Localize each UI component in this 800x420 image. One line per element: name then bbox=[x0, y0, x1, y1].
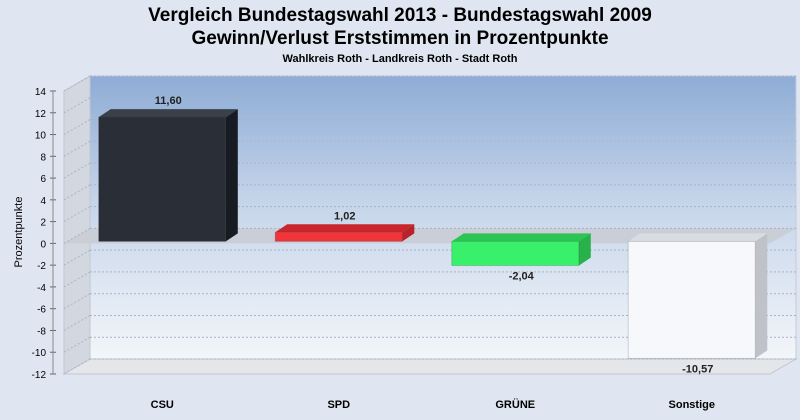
y-axis-label: Prozentpunkte bbox=[13, 197, 25, 268]
grid-line-diagonal bbox=[63, 336, 91, 353]
y-axis-ticks: 14 12 10 8 6 4 2 0 -2 -4 -6 -8 -10 -12 bbox=[32, 87, 56, 381]
category-label: SPD bbox=[327, 399, 350, 411]
y-tick-label: 6 bbox=[40, 174, 46, 185]
y-tick-label: -2 bbox=[37, 261, 46, 272]
grid-line-diagonal bbox=[63, 206, 91, 223]
bar-csu[interactable] bbox=[98, 109, 238, 242]
grid-line-diagonal bbox=[63, 140, 91, 157]
grid-line-diagonal bbox=[63, 184, 91, 201]
bar-grüne[interactable] bbox=[451, 233, 591, 267]
chart-title: Vergleich Bundestagswahl 2013 - Bundesta… bbox=[148, 5, 652, 26]
chart-subtitle: Wahlkreis Roth - Landkreis Roth - Stadt … bbox=[282, 53, 518, 65]
grid-line-diagonal bbox=[63, 358, 91, 375]
bars bbox=[98, 109, 768, 359]
grid-line-diagonal bbox=[63, 227, 91, 244]
y-tick-label: 4 bbox=[40, 196, 46, 207]
grid-line-diagonal bbox=[63, 119, 91, 135]
grid-line-diagonal bbox=[63, 249, 91, 266]
grid-line-diagonal bbox=[63, 97, 91, 114]
y-tick-label: -10 bbox=[32, 348, 47, 359]
bar-front[interactable] bbox=[274, 231, 403, 242]
data-label: 1,02 bbox=[334, 210, 355, 222]
y-tick-label: -6 bbox=[37, 305, 46, 316]
chart-title-block: Vergleich Bundestagswahl 2013 - Bundesta… bbox=[0, 4, 800, 65]
bar-top[interactable] bbox=[98, 109, 238, 118]
bar-sonstige[interactable] bbox=[627, 233, 768, 359]
category-label: Sonstige bbox=[669, 399, 715, 411]
y-tick-label: 12 bbox=[35, 109, 47, 120]
x-axis-categories: CSU SPD GRÜNE Sonstige bbox=[151, 398, 715, 411]
grid-line-diagonal bbox=[63, 293, 91, 310]
data-label: 11,60 bbox=[155, 95, 182, 107]
bar-spd[interactable] bbox=[274, 224, 415, 242]
bar-front[interactable] bbox=[627, 240, 756, 359]
data-label: -10,57 bbox=[682, 363, 713, 375]
y-tick-label: -8 bbox=[37, 326, 46, 337]
category-label: CSU bbox=[151, 399, 174, 411]
chart-title-line-2: Gewinn/Verlust Erststimmen in Prozentpun… bbox=[191, 28, 609, 49]
category-label: GRÜNE bbox=[495, 398, 535, 411]
bar-top[interactable] bbox=[451, 233, 591, 242]
bar-front[interactable] bbox=[98, 116, 227, 242]
y-tick-label: -4 bbox=[37, 283, 46, 294]
bar-top[interactable] bbox=[275, 224, 415, 233]
bar-side[interactable] bbox=[225, 109, 238, 242]
y-tick-label: 8 bbox=[40, 152, 46, 163]
y-tick-label: 2 bbox=[40, 218, 46, 229]
y-tick-label: 10 bbox=[35, 131, 47, 142]
y-tick-label: 14 bbox=[35, 87, 47, 98]
y-tick-label: -12 bbox=[32, 370, 47, 381]
bar-side[interactable] bbox=[402, 224, 415, 242]
plot-left-wall bbox=[63, 75, 91, 375]
zero-plane bbox=[64, 228, 796, 244]
bar-side[interactable] bbox=[578, 233, 591, 266]
grid-line-diagonal bbox=[63, 75, 91, 92]
grid-line-diagonal bbox=[63, 271, 91, 288]
data-label: -2,04 bbox=[509, 271, 535, 283]
grid-line-diagonal bbox=[63, 162, 91, 179]
grid-line-diagonal bbox=[63, 315, 91, 331]
bar-side[interactable] bbox=[755, 233, 768, 359]
y-tick-label: 0 bbox=[40, 239, 46, 250]
data-labels: 11,60 1,02 -2,04 -10,57 bbox=[155, 95, 714, 375]
bar-top[interactable] bbox=[628, 233, 768, 242]
bar-front[interactable] bbox=[451, 240, 580, 267]
